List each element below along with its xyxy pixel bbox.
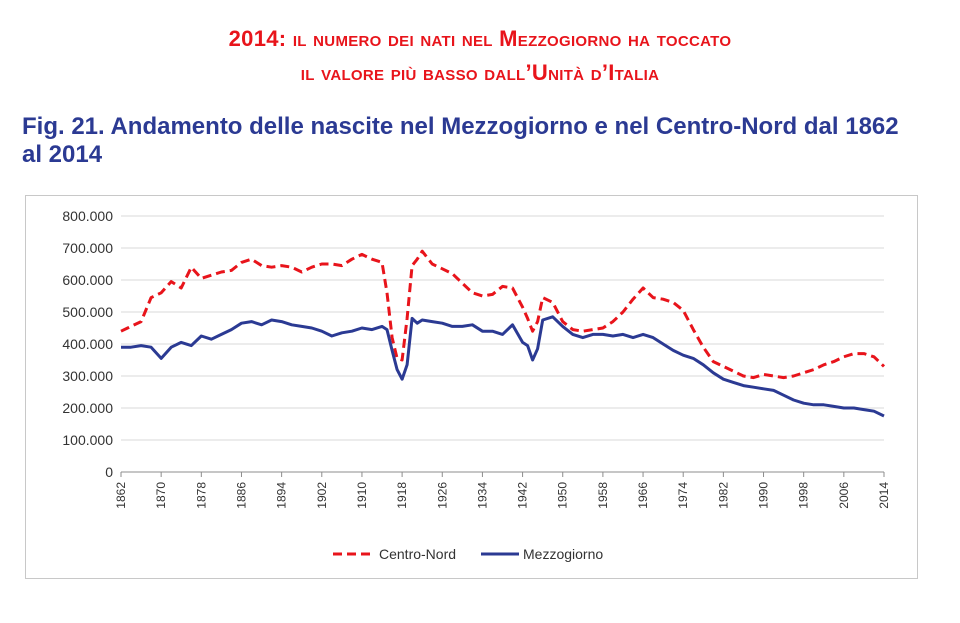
x-tick-label: 1958 [596,482,610,509]
y-tick-label: 200.000 [62,400,113,416]
x-tick-label: 1982 [716,482,730,509]
x-tick-label: 1902 [315,482,329,509]
headline-line-1: 2014: il numero dei nati nel Mezzogiorno… [0,26,960,52]
x-tick-label: 1910 [355,482,369,509]
y-tick-label: 400.000 [62,336,113,352]
line-chart: 0 100.000 200.000 300.000 400.000 500.000 600.… [62,208,891,562]
y-tick-label: 700.000 [62,240,113,256]
legend: Centro-Nord Mezzogiorno [333,546,603,562]
x-tick-label: 1990 [757,482,771,509]
grid-lines [121,215,884,473]
x-tick-label: 1878 [194,482,208,509]
x-tick-label: 1974 [676,482,690,509]
y-axis-ticks: 0 100.000 200.000 300.000 400.000 500.000 600.… [62,208,113,480]
legend-label: Centro-Nord [379,546,456,562]
x-tick-label: 1950 [556,482,570,509]
x-tick-label: 1918 [395,482,409,509]
series-line-centro-nord [120,249,886,380]
x-tick-label: 2006 [837,482,851,509]
y-tick-label: 600.000 [62,272,113,288]
headline-year: 2014 [228,26,279,51]
x-tick-label: 1926 [435,482,449,509]
x-tick-label: 1934 [475,482,489,509]
x-tick-label: 1966 [636,482,650,509]
x-tick-label: 1870 [154,482,168,509]
x-axis-ticks: 1862 1870 1878 1886 1894 1902 1910 1918 1926 1934… [114,472,891,509]
headline-line-2: il valore più basso dall’Unità d’Italia [300,60,660,85]
x-tick-label: 2014 [877,482,891,509]
x-tick-label: 1894 [275,482,289,509]
y-tick-label: 800.000 [62,208,113,224]
y-tick-label: 100.000 [62,432,113,448]
x-tick-label: 1862 [114,482,128,509]
y-tick-label: 0 [105,464,113,480]
figure-title: Fig. 21. Andamento delle nascite nel Mez… [22,113,899,168]
series-line-mezzogiorno [121,315,885,418]
x-tick-label: 1998 [797,482,811,509]
y-tick-label: 500.000 [62,304,113,320]
x-tick-label: 1942 [516,482,530,509]
legend-label: Mezzogiorno [523,546,603,562]
chart-container: 0 100.000 200.000 300.000 400.000 500.000 600.… [25,195,918,579]
headline-line-1-text: : il numero dei nati nel Mezzogiorno ha … [278,26,732,51]
x-tick-label: 1886 [234,482,248,509]
series-lines [120,249,886,418]
y-tick-label: 300.000 [62,368,113,384]
